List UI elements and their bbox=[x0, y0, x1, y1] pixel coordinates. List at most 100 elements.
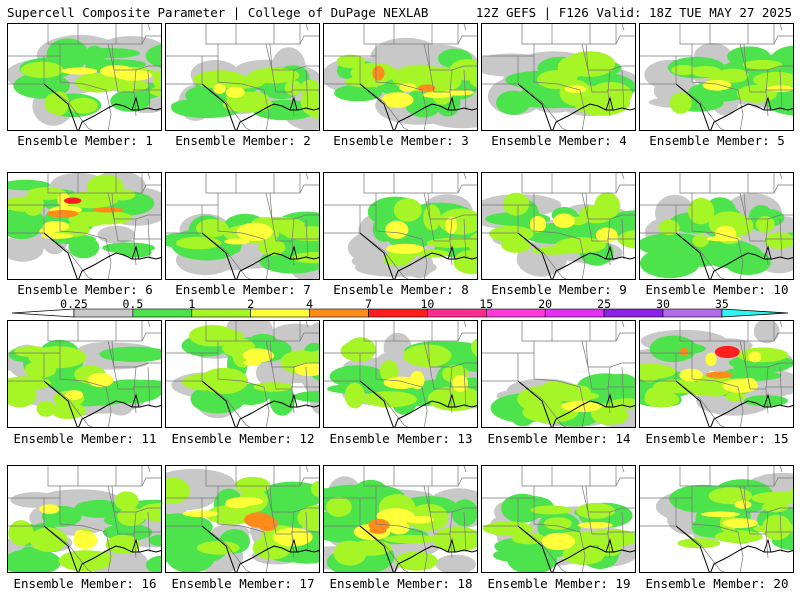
ensemble-map-panel bbox=[165, 23, 320, 131]
ensemble-map-panel bbox=[481, 23, 636, 131]
scp-contour-blob bbox=[326, 496, 352, 517]
scp-contour-blob bbox=[725, 391, 745, 402]
scp-contour-blob bbox=[257, 516, 278, 531]
delta-outline bbox=[763, 96, 772, 111]
scp-contour-blob bbox=[386, 243, 425, 254]
scp-contour-blob bbox=[762, 514, 792, 541]
scp-contour-blob bbox=[149, 85, 161, 97]
scp-contour-blob bbox=[61, 67, 98, 75]
scp-contour-blob bbox=[489, 225, 534, 242]
ensemble-member-label: Ensemble Member: 3 bbox=[333, 133, 469, 148]
state-borders bbox=[8, 321, 161, 427]
scp-contour-blob bbox=[224, 238, 250, 245]
scp-field bbox=[8, 339, 161, 419]
scp-map bbox=[166, 466, 319, 572]
scp-contour-blob bbox=[333, 540, 367, 566]
scp-contour-blob bbox=[336, 54, 366, 69]
scp-contour-blob bbox=[46, 210, 79, 218]
scp-contour-blob bbox=[468, 232, 477, 254]
scp-map bbox=[166, 321, 319, 427]
mexico-border bbox=[43, 380, 78, 427]
scp-contour-blob bbox=[69, 550, 114, 562]
scp-contour-blob bbox=[576, 502, 616, 519]
scp-contour-blob bbox=[92, 207, 124, 213]
mexico-border bbox=[359, 525, 394, 572]
scp-contour-blob bbox=[297, 505, 319, 531]
scp-contour-blob bbox=[362, 391, 417, 408]
scp-contour-blob bbox=[640, 363, 676, 380]
mexico-border bbox=[517, 525, 552, 572]
scp-contour-blob bbox=[705, 352, 717, 367]
mexico-border bbox=[359, 380, 394, 427]
scp-contour-blob bbox=[452, 375, 469, 392]
scp-contour-blob bbox=[293, 391, 319, 403]
scp-contour-blob bbox=[234, 476, 271, 494]
scp-contour-blob bbox=[196, 219, 229, 238]
delta-outline bbox=[131, 96, 140, 111]
scp-contour-blob bbox=[272, 527, 313, 547]
scp-map bbox=[640, 173, 793, 279]
scp-contour-blob bbox=[269, 384, 295, 416]
colorbar-tick-label: 4 bbox=[306, 297, 314, 311]
scp-contour-blob bbox=[145, 44, 161, 68]
state-borders bbox=[482, 173, 635, 279]
scp-contour-blob bbox=[77, 48, 140, 59]
scp-contour-blob bbox=[409, 370, 425, 390]
mexico-border bbox=[43, 83, 78, 130]
scp-contour-blob bbox=[50, 402, 86, 419]
scp-contour-blob bbox=[39, 227, 57, 235]
scp-contour-blob bbox=[8, 376, 51, 391]
scp-contour-blob bbox=[68, 97, 98, 114]
scp-map bbox=[324, 24, 477, 130]
ensemble-map-panel bbox=[7, 172, 162, 280]
colorbar-tick-label: 1 bbox=[188, 297, 196, 311]
scp-field bbox=[171, 47, 319, 130]
coastline bbox=[394, 103, 477, 130]
scp-contour-blob bbox=[418, 84, 436, 92]
color-scale-bar bbox=[11, 308, 789, 318]
scp-contour-blob bbox=[105, 534, 141, 555]
scp-contour-blob bbox=[578, 204, 614, 224]
scp-contour-blob bbox=[213, 84, 226, 94]
colorbar-segment bbox=[485, 308, 546, 318]
scp-contour-blob bbox=[385, 220, 409, 239]
scp-contour-blob bbox=[300, 79, 319, 97]
ensemble-member-label: Ensemble Member: 20 bbox=[645, 576, 789, 591]
scp-contour-blob bbox=[389, 521, 410, 535]
coastline bbox=[394, 400, 477, 427]
colorbar-segment bbox=[427, 308, 487, 318]
scp-map bbox=[324, 173, 477, 279]
scp-field bbox=[324, 37, 477, 129]
ensemble-map-panel bbox=[639, 172, 794, 280]
ensemble-member-label: Ensemble Member: 14 bbox=[487, 431, 631, 446]
mexico-border bbox=[359, 83, 394, 130]
scp-field bbox=[166, 211, 319, 279]
colorbar-tick-label: 15 bbox=[479, 297, 494, 311]
scp-contour-blob bbox=[259, 481, 319, 509]
ensemble-map-panel bbox=[639, 23, 794, 131]
scp-map bbox=[482, 173, 635, 279]
scp-contour-blob bbox=[431, 77, 454, 105]
ensemble-map-panel bbox=[323, 172, 478, 280]
coastline bbox=[78, 400, 161, 427]
delta-outline bbox=[447, 245, 456, 260]
run-valid-time: 12Z GEFS | F126 Valid: 18Z TUE MAY 27 20… bbox=[475, 5, 792, 20]
scp-contour-blob bbox=[46, 38, 89, 71]
scp-contour-blob bbox=[188, 325, 237, 347]
state-borders bbox=[640, 466, 793, 572]
scp-map bbox=[640, 321, 793, 427]
scp-contour-blob bbox=[426, 237, 477, 248]
scp-contour-blob bbox=[29, 527, 68, 552]
scp-contour-blob bbox=[541, 532, 576, 551]
scp-contour-blob bbox=[493, 548, 538, 562]
colorbar-segment bbox=[309, 308, 369, 318]
scp-contour-blob bbox=[253, 382, 294, 392]
scp-contour-blob bbox=[393, 198, 422, 222]
scp-field bbox=[8, 489, 161, 572]
scp-contour-blob bbox=[442, 89, 475, 96]
scp-field bbox=[171, 321, 319, 419]
colorbar-tick-label: 35 bbox=[714, 297, 729, 311]
scp-contour-blob bbox=[722, 518, 758, 529]
scp-contour-blob bbox=[679, 347, 689, 357]
scp-contour-blob bbox=[435, 554, 476, 572]
